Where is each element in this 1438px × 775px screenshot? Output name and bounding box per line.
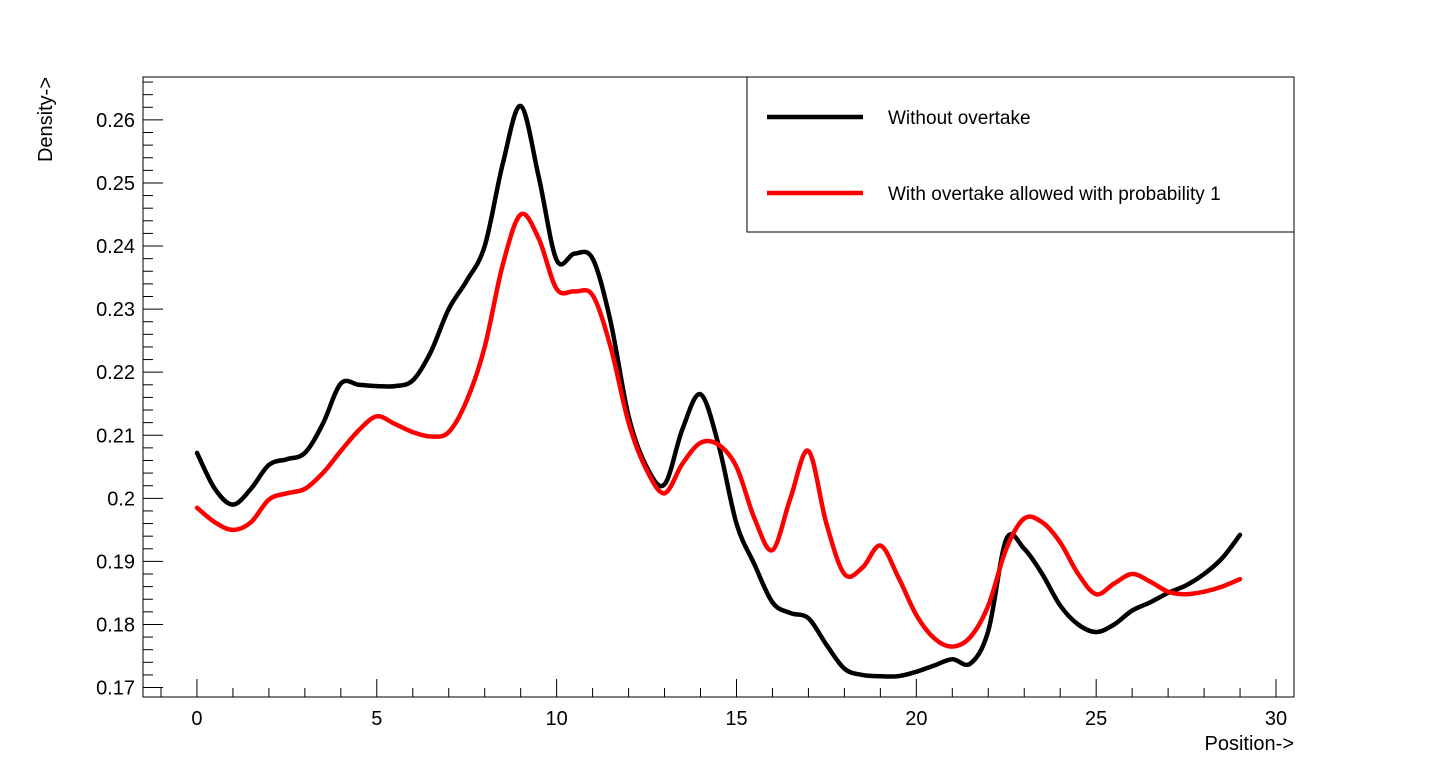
x-tick-label: 25 [1085,708,1107,730]
y-axis-ticks [143,81,163,689]
x-tick-label: 5 [371,708,382,730]
y-tick-label: 0.18 [96,614,135,636]
x-tick-label: 30 [1265,708,1287,730]
y-tick-label: 0.19 [96,551,135,573]
legend: Without overtake With overtake allowed w… [746,76,1295,233]
y-tick-label: 0.26 [96,110,135,132]
y-axis-tick-labels: 0.17 0.18 0.19 0.2 0.21 0.22 0.23 0.24 0.25 0.26 [96,110,135,700]
x-axis-title: Position-> [1205,733,1295,755]
series-line-without-overtake [194,103,1243,679]
plot-frame [142,76,1295,698]
y-tick-label: 0.2 [107,488,135,510]
x-tick-label: 10 [546,708,568,730]
x-tick-label: 20 [905,708,927,730]
y-tick-label: 0.25 [96,173,135,195]
y-tick-label: 0.23 [96,299,135,321]
y-tick-label: 0.21 [96,425,135,447]
y-tick-label: 0.24 [96,236,135,258]
legend-label-with-overtake: With overtake allowed with probability 1 [888,184,1221,205]
y-axis-title: Density-> [35,77,57,162]
x-axis-ticks [160,679,1277,697]
legend-box [746,76,1295,233]
legend-label-without-overtake: Without overtake [888,108,1031,129]
y-tick-label: 0.22 [96,362,135,384]
y-tick-label: 0.17 [96,678,135,700]
x-axis-tick-labels: 0 5 10 15 20 25 30 [191,708,1287,730]
series-line-with-overtake [194,211,1243,649]
x-tick-label: 0 [191,708,202,730]
series-layer [194,103,1243,679]
x-tick-label: 15 [725,708,747,730]
